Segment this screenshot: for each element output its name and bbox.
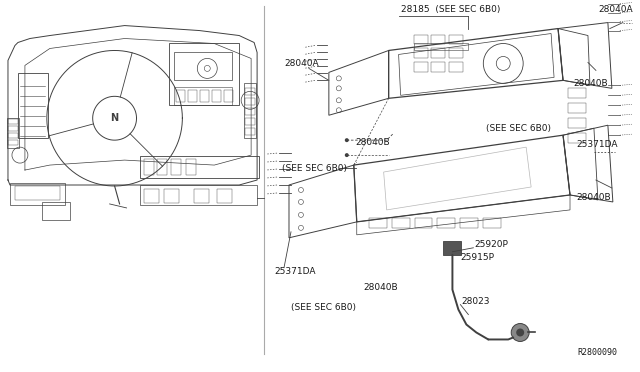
Bar xyxy=(145,189,159,203)
Bar xyxy=(200,90,209,102)
Bar xyxy=(415,218,433,228)
Bar xyxy=(8,133,18,138)
Bar xyxy=(431,48,445,58)
Bar xyxy=(244,83,256,138)
Bar xyxy=(568,118,586,128)
Bar xyxy=(140,156,259,178)
Text: 28185  (SEE SEC 6B0): 28185 (SEE SEC 6B0) xyxy=(401,4,500,14)
Bar xyxy=(217,189,232,203)
Bar xyxy=(195,189,209,203)
Bar xyxy=(7,118,19,148)
Bar xyxy=(413,48,428,58)
Bar xyxy=(157,159,168,175)
Bar xyxy=(8,126,18,131)
Bar xyxy=(188,90,197,102)
Bar xyxy=(224,90,233,102)
Text: N: N xyxy=(111,113,118,123)
Text: 28040A: 28040A xyxy=(598,4,632,14)
Circle shape xyxy=(345,138,349,142)
Bar xyxy=(174,52,232,80)
Bar xyxy=(170,44,239,105)
Bar xyxy=(449,48,463,58)
Bar xyxy=(8,140,18,145)
Text: (SEE SEC 6B0): (SEE SEC 6B0) xyxy=(282,164,347,173)
Bar xyxy=(444,241,461,255)
Bar xyxy=(413,35,428,45)
Text: 28023: 28023 xyxy=(461,297,490,306)
Bar xyxy=(212,90,221,102)
Bar xyxy=(177,90,186,102)
Bar xyxy=(172,159,181,175)
Text: 28040B: 28040B xyxy=(576,193,611,202)
Bar xyxy=(174,87,232,105)
Bar xyxy=(431,35,445,45)
Text: 25371DA: 25371DA xyxy=(576,140,618,149)
Bar xyxy=(245,118,255,125)
Bar xyxy=(449,35,463,45)
Bar xyxy=(186,159,196,175)
Bar xyxy=(42,202,70,220)
Circle shape xyxy=(511,324,529,341)
Circle shape xyxy=(345,153,349,157)
Bar xyxy=(392,218,410,228)
Bar xyxy=(438,218,456,228)
Bar xyxy=(568,103,586,113)
Text: (SEE SEC 6B0): (SEE SEC 6B0) xyxy=(291,303,356,312)
Bar xyxy=(568,88,586,98)
Text: 28040A: 28040A xyxy=(284,59,319,68)
Text: (SEE SEC 6B0): (SEE SEC 6B0) xyxy=(486,124,551,133)
Text: 28040B: 28040B xyxy=(356,138,390,147)
Bar xyxy=(8,119,18,124)
Bar xyxy=(140,185,257,205)
Bar xyxy=(568,133,586,143)
Bar xyxy=(10,183,65,205)
Bar xyxy=(413,62,428,73)
Bar xyxy=(18,73,48,138)
Bar xyxy=(449,62,463,73)
Bar xyxy=(431,62,445,73)
Bar xyxy=(460,218,478,228)
Text: R2800090: R2800090 xyxy=(578,349,618,357)
Text: 25920P: 25920P xyxy=(474,240,508,249)
Bar xyxy=(483,218,501,228)
Bar xyxy=(164,189,179,203)
Text: 25371DA: 25371DA xyxy=(274,267,316,276)
Text: 28040B: 28040B xyxy=(364,283,398,292)
Text: 28040B: 28040B xyxy=(573,79,607,88)
Bar xyxy=(245,108,255,115)
Circle shape xyxy=(516,328,524,337)
Bar xyxy=(245,98,255,105)
Bar xyxy=(413,42,468,51)
Bar xyxy=(245,88,255,95)
Bar xyxy=(145,159,154,175)
Bar xyxy=(15,186,60,200)
Bar xyxy=(369,218,387,228)
Bar xyxy=(245,128,255,135)
Text: 25915P: 25915P xyxy=(460,253,494,262)
